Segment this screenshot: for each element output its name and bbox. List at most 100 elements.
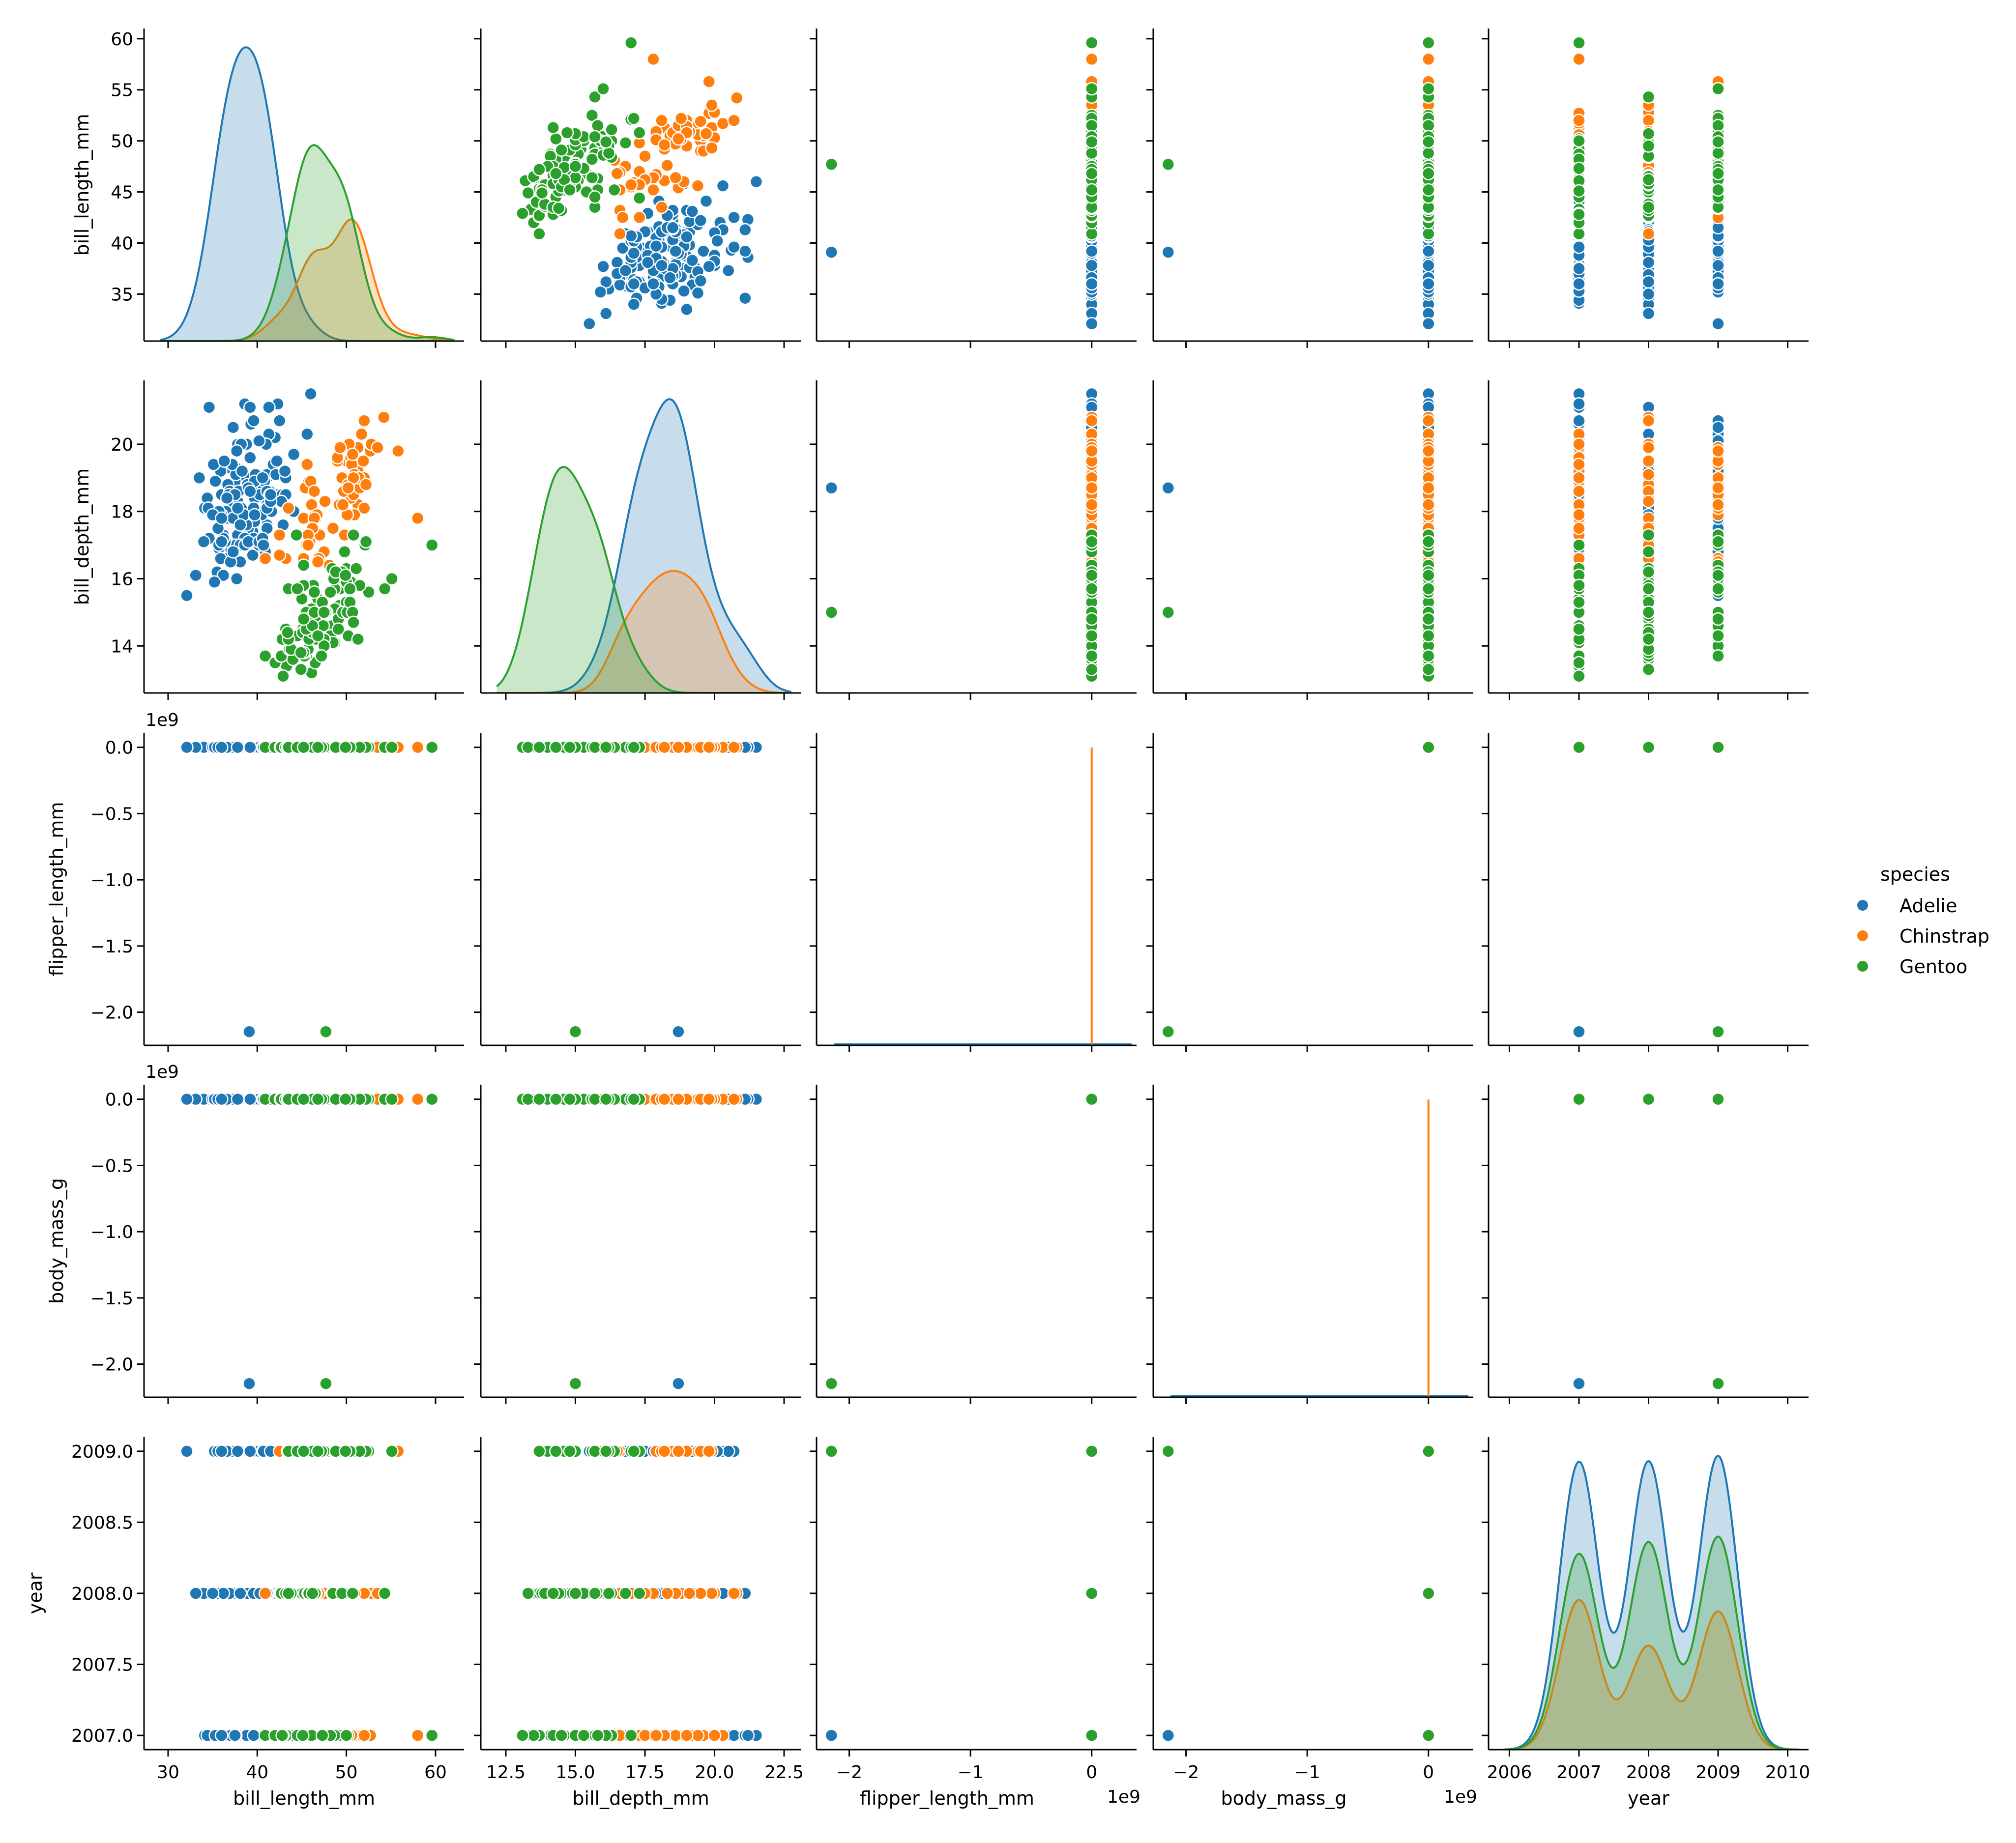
plot-area: [1161, 0, 1435, 683]
point-chinstrap: [1085, 444, 1099, 458]
y-tick-label: 35: [111, 285, 133, 305]
point-chinstrap: [699, 127, 713, 141]
point-gentoo: [1422, 0, 1434, 6]
point-adelie: [824, 245, 839, 259]
y-tick-label: −1.5: [90, 1289, 133, 1309]
point-gentoo: [1711, 629, 1725, 643]
point-gentoo: [323, 585, 337, 599]
point-adelie: [596, 259, 610, 274]
kde-line-chinstrap: [160, 218, 455, 341]
point-adelie: [618, 263, 633, 278]
point-adelie: [666, 221, 680, 235]
point-chinstrap: [610, 167, 624, 180]
y-tick-label: −1.5: [90, 937, 133, 957]
point-gentoo: [585, 152, 599, 166]
point-adelie: [215, 535, 229, 549]
point-chinstrap: [674, 112, 688, 125]
point-gentoo: [1422, 740, 1435, 754]
point-adelie: [243, 484, 257, 498]
point-gentoo: [1572, 578, 1586, 592]
point-chinstrap: [1641, 467, 1656, 482]
point-gentoo: [1422, 135, 1435, 149]
point-chinstrap: [1641, 454, 1656, 468]
kde-fill-adelie: [497, 399, 791, 693]
point-adelie: [202, 400, 216, 414]
point-chinstrap: [657, 138, 672, 152]
point-gentoo: [1641, 127, 1656, 141]
point-adelie: [262, 400, 276, 414]
point-adelie: [215, 740, 229, 754]
point-adelie: [1711, 317, 1725, 331]
point-adelie: [1641, 275, 1656, 289]
panel-bill-depth-mm-vs-year: [1482, 380, 1809, 700]
y-tick-label: −0.5: [90, 804, 133, 824]
point-chinstrap: [359, 478, 373, 491]
point-chinstrap: [356, 454, 370, 468]
kde-line-chinstrap: [497, 570, 791, 693]
point-gentoo: [1641, 90, 1656, 104]
point-gentoo: [627, 112, 641, 125]
point-adelie: [1085, 317, 1099, 331]
point-adelie: [672, 1377, 685, 1390]
point-chinstrap: [371, 441, 384, 455]
point-chinstrap: [410, 511, 425, 525]
point-gentoo: [1085, 649, 1099, 663]
point-gentoo: [1711, 82, 1725, 96]
point-gentoo: [290, 528, 303, 542]
y-tick-label: 0.0: [105, 738, 133, 758]
point-adelie: [216, 568, 231, 582]
plot-area: [1572, 36, 1725, 331]
point-chinstrap: [1085, 414, 1099, 428]
point-adelie: [1161, 245, 1175, 259]
point-gentoo: [294, 646, 308, 660]
point-chinstrap: [638, 149, 652, 163]
point-adelie: [215, 511, 229, 525]
point-gentoo: [588, 190, 602, 204]
kde-line-gentoo: [496, 466, 791, 693]
point-chinstrap: [646, 52, 660, 66]
point-chinstrap: [672, 132, 685, 146]
point-chinstrap: [730, 91, 744, 105]
point-adelie: [716, 179, 730, 193]
point-gentoo: [339, 568, 352, 582]
point-gentoo: [315, 649, 328, 663]
point-gentoo: [319, 1377, 333, 1390]
point-gentoo: [1085, 167, 1099, 180]
point-gentoo: [1641, 565, 1656, 579]
point-gentoo: [585, 171, 599, 185]
point-adelie: [257, 538, 270, 552]
point-chinstrap: [691, 179, 705, 193]
point-adelie: [599, 275, 613, 289]
point-gentoo: [317, 605, 331, 619]
point-chinstrap: [341, 481, 355, 495]
panel-bill-length-mm-vs-body-mass-g: [1146, 29, 1473, 348]
plot-area: [824, 387, 1099, 683]
point-chinstrap: [1422, 481, 1435, 495]
point-gentoo: [319, 1025, 333, 1038]
point-adelie: [270, 454, 284, 468]
point-adelie: [263, 488, 278, 502]
point-adelie: [278, 464, 292, 478]
y-tick-label: −0.5: [90, 1156, 133, 1176]
panel-bill-depth-mm-vs-body-mass-g: [1146, 0, 1473, 700]
point-gentoo: [1085, 568, 1099, 582]
point-chinstrap: [1572, 52, 1586, 66]
point-adelie: [226, 420, 240, 434]
point-gentoo: [585, 108, 599, 122]
point-adelie: [722, 263, 735, 278]
point-gentoo: [521, 186, 535, 200]
point-gentoo: [296, 612, 311, 626]
y-offset-text: 1e9: [146, 1062, 179, 1082]
point-adelie: [207, 575, 222, 589]
point-adelie: [248, 508, 262, 522]
point-gentoo: [568, 171, 583, 185]
point-gentoo: [1422, 535, 1435, 549]
point-gentoo: [307, 585, 321, 599]
point-gentoo: [568, 1377, 583, 1390]
point-chinstrap: [727, 114, 741, 127]
point-gentoo: [331, 622, 346, 636]
point-gentoo: [1085, 227, 1099, 241]
point-adelie: [1572, 397, 1586, 411]
point-gentoo: [549, 132, 563, 146]
point-adelie: [1572, 240, 1586, 254]
